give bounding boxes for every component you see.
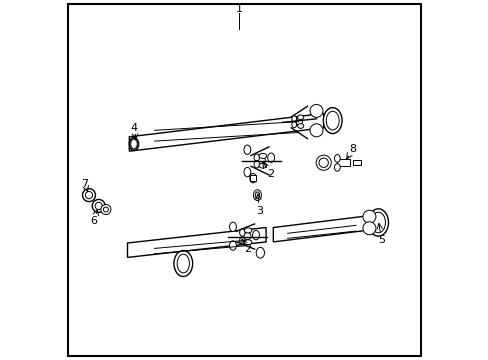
Ellipse shape: [297, 124, 303, 129]
Ellipse shape: [291, 122, 296, 128]
Ellipse shape: [255, 192, 259, 198]
Ellipse shape: [371, 212, 385, 233]
Polygon shape: [273, 215, 371, 242]
Ellipse shape: [229, 222, 236, 231]
Ellipse shape: [254, 154, 259, 161]
Text: 7: 7: [81, 179, 88, 189]
Circle shape: [244, 233, 250, 240]
Circle shape: [362, 210, 375, 223]
Circle shape: [309, 104, 322, 117]
Bar: [250, 175, 255, 181]
Ellipse shape: [229, 241, 236, 250]
Ellipse shape: [252, 230, 259, 240]
Circle shape: [82, 189, 95, 202]
Ellipse shape: [256, 247, 264, 258]
Circle shape: [95, 202, 102, 210]
Text: 4: 4: [130, 123, 137, 133]
Circle shape: [362, 222, 375, 235]
Ellipse shape: [325, 111, 339, 130]
Bar: [352, 161, 360, 165]
Ellipse shape: [244, 240, 251, 245]
Ellipse shape: [239, 237, 244, 244]
Text: 1: 1: [235, 4, 242, 14]
Ellipse shape: [130, 139, 137, 149]
Polygon shape: [129, 113, 323, 151]
Text: 2: 2: [244, 244, 251, 254]
Ellipse shape: [130, 139, 138, 149]
Ellipse shape: [259, 153, 266, 158]
Ellipse shape: [267, 153, 274, 162]
Ellipse shape: [249, 174, 256, 183]
Ellipse shape: [244, 145, 250, 154]
Circle shape: [295, 118, 302, 125]
Ellipse shape: [174, 251, 192, 276]
Ellipse shape: [130, 139, 138, 150]
Ellipse shape: [244, 167, 250, 177]
Ellipse shape: [259, 163, 266, 168]
Ellipse shape: [291, 116, 296, 122]
Ellipse shape: [239, 229, 244, 237]
Ellipse shape: [334, 163, 340, 171]
Ellipse shape: [253, 190, 261, 201]
Circle shape: [318, 158, 328, 167]
Ellipse shape: [254, 161, 259, 168]
Ellipse shape: [129, 138, 139, 150]
Circle shape: [258, 157, 265, 164]
Ellipse shape: [130, 139, 137, 149]
Ellipse shape: [323, 108, 342, 134]
Circle shape: [101, 204, 111, 215]
Text: 6: 6: [90, 216, 97, 226]
Ellipse shape: [334, 155, 340, 162]
Circle shape: [85, 192, 92, 199]
Ellipse shape: [297, 115, 303, 120]
Ellipse shape: [177, 254, 189, 273]
Circle shape: [309, 124, 322, 137]
Text: 8: 8: [348, 144, 355, 154]
Ellipse shape: [131, 140, 137, 149]
Circle shape: [316, 155, 330, 170]
Circle shape: [103, 207, 108, 212]
Text: 3: 3: [256, 206, 263, 216]
Bar: [336, 159, 349, 166]
Ellipse shape: [367, 209, 387, 236]
Text: 5: 5: [378, 235, 385, 246]
Polygon shape: [127, 228, 265, 257]
Ellipse shape: [244, 228, 251, 233]
Text: 2: 2: [266, 168, 273, 179]
Circle shape: [92, 199, 105, 212]
